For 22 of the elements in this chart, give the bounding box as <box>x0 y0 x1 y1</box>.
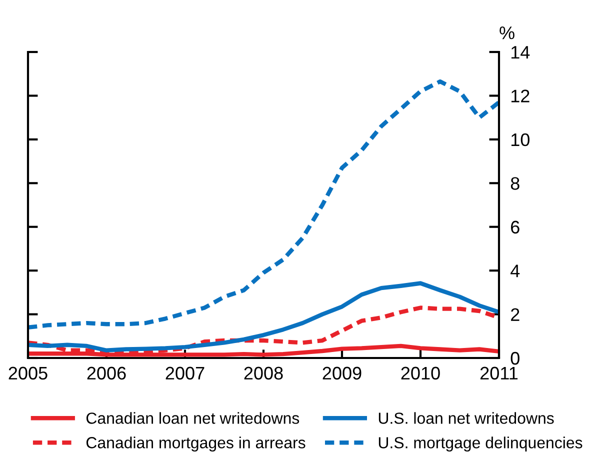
y-axis-title: % <box>500 26 514 40</box>
y-tick-label: 0 <box>510 352 520 365</box>
y-tick-label: 10 <box>511 133 530 146</box>
x-tick-label: 2007 <box>166 366 204 380</box>
legend-label: U.S. loan net writedowns <box>378 412 554 424</box>
y-tick-label: 14 <box>511 46 530 59</box>
line-series <box>28 79 499 330</box>
y-tick-label: 2 <box>511 308 520 321</box>
x-tick-label: 2009 <box>322 366 362 380</box>
x-tick-label: 2005 <box>8 366 48 380</box>
legend-label: U.S. mortgage delinquencies <box>378 436 582 452</box>
legend-label: Canadian mortgages in arrears <box>86 436 306 452</box>
y-tick-label: 12 <box>511 90 530 102</box>
x-tick-label: 2011 <box>480 366 518 380</box>
y-tick-label: 6 <box>511 220 520 234</box>
y-tick-label: 8 <box>510 177 520 190</box>
x-tick-label: 2006 <box>87 366 126 380</box>
x-tick-label: 2008 <box>244 366 283 380</box>
x-tick-label: 2010 <box>401 366 440 380</box>
line-series <box>28 281 499 352</box>
legend-label: Canadian loan net writedowns <box>86 412 300 424</box>
y-tick-label: 4 <box>510 264 520 278</box>
